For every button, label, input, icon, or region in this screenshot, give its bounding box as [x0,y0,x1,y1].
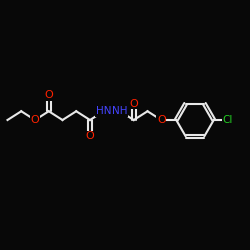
Text: O: O [31,115,40,125]
Text: NH: NH [112,106,128,116]
Text: O: O [130,99,138,109]
Text: HN: HN [96,106,112,116]
Text: O: O [44,90,53,100]
Text: O: O [157,115,166,125]
Text: Cl: Cl [222,115,233,125]
Text: O: O [86,131,94,141]
